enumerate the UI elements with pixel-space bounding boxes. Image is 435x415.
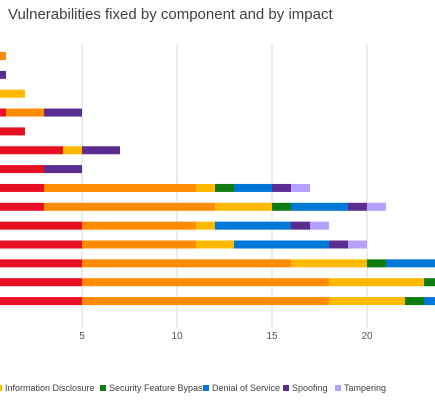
bar-segment (196, 240, 234, 249)
bar-segment (234, 240, 329, 249)
bar-segment (44, 202, 215, 211)
bar-segment (424, 278, 435, 287)
bar-segment (215, 202, 272, 211)
bar-segment (0, 240, 82, 249)
legend-swatch (0, 385, 2, 391)
x-tick-label: 5 (79, 331, 85, 342)
bar-segment (367, 202, 386, 211)
bar-segment (196, 183, 215, 192)
legend-swatch (283, 385, 289, 391)
bar-segment (424, 297, 435, 306)
bars (0, 52, 435, 306)
bar-segment (329, 278, 424, 287)
bar-segment (82, 221, 196, 230)
legend-label: Information Disclosure (5, 383, 95, 393)
bar-segment (82, 146, 120, 155)
bar-segment (0, 146, 63, 155)
bar-segment (82, 259, 291, 268)
bar-segment (348, 202, 367, 211)
bar-segment (405, 297, 424, 306)
bar-segment (82, 240, 196, 249)
bar-segment (44, 183, 196, 192)
bar-segment (386, 259, 435, 268)
x-axis-ticks: 5 10 15 20 (79, 331, 373, 342)
legend-swatch (100, 385, 106, 391)
bar-segment (0, 165, 44, 174)
bar-segment (234, 183, 272, 192)
x-tick-label: 20 (361, 331, 373, 342)
bar-segment (329, 297, 405, 306)
bar-segment (310, 221, 329, 230)
bar-segment (0, 89, 25, 98)
bar-segment (44, 165, 82, 174)
bar-segment (63, 146, 82, 155)
legend-label: Tampering (344, 383, 386, 393)
legend-label: Denial of Service (212, 383, 280, 393)
legend-label: Spoofing (292, 383, 328, 393)
bar-segment (82, 278, 329, 287)
legend-swatch (203, 385, 209, 391)
bar-segment (6, 108, 44, 117)
bar-segment (0, 278, 82, 287)
bar-segment (215, 221, 291, 230)
bar-segment (44, 108, 82, 117)
legend-swatch (335, 385, 341, 391)
bar-segment (82, 297, 329, 306)
bar-segment (329, 240, 348, 249)
bar-segment (291, 259, 367, 268)
bar-segment (272, 202, 291, 211)
bar-segment (215, 183, 234, 192)
bar-segment (348, 240, 367, 249)
legend-label: Security Feature Bypass (109, 383, 208, 393)
bar-segment (272, 183, 291, 192)
bar-segment (0, 259, 82, 268)
bar-segment (0, 70, 6, 79)
chart-title: Vulnerabilities fixed by component and b… (8, 6, 333, 23)
bar-segment (291, 202, 348, 211)
bar-segment (196, 221, 215, 230)
bar-segment (0, 183, 44, 192)
bar-segment (0, 221, 82, 230)
bar-segment (367, 259, 386, 268)
bar-segment (0, 202, 44, 211)
bar-segment (291, 183, 310, 192)
bar-segment (0, 52, 6, 60)
bar-segment (291, 221, 310, 230)
bar-segment (0, 108, 6, 117)
x-tick-label: 15 (266, 331, 278, 342)
bar-segment (0, 297, 82, 306)
x-tick-label: 10 (171, 331, 183, 342)
bar-segment (0, 127, 25, 136)
legend: Information Disclosure Security Feature B… (0, 383, 386, 393)
